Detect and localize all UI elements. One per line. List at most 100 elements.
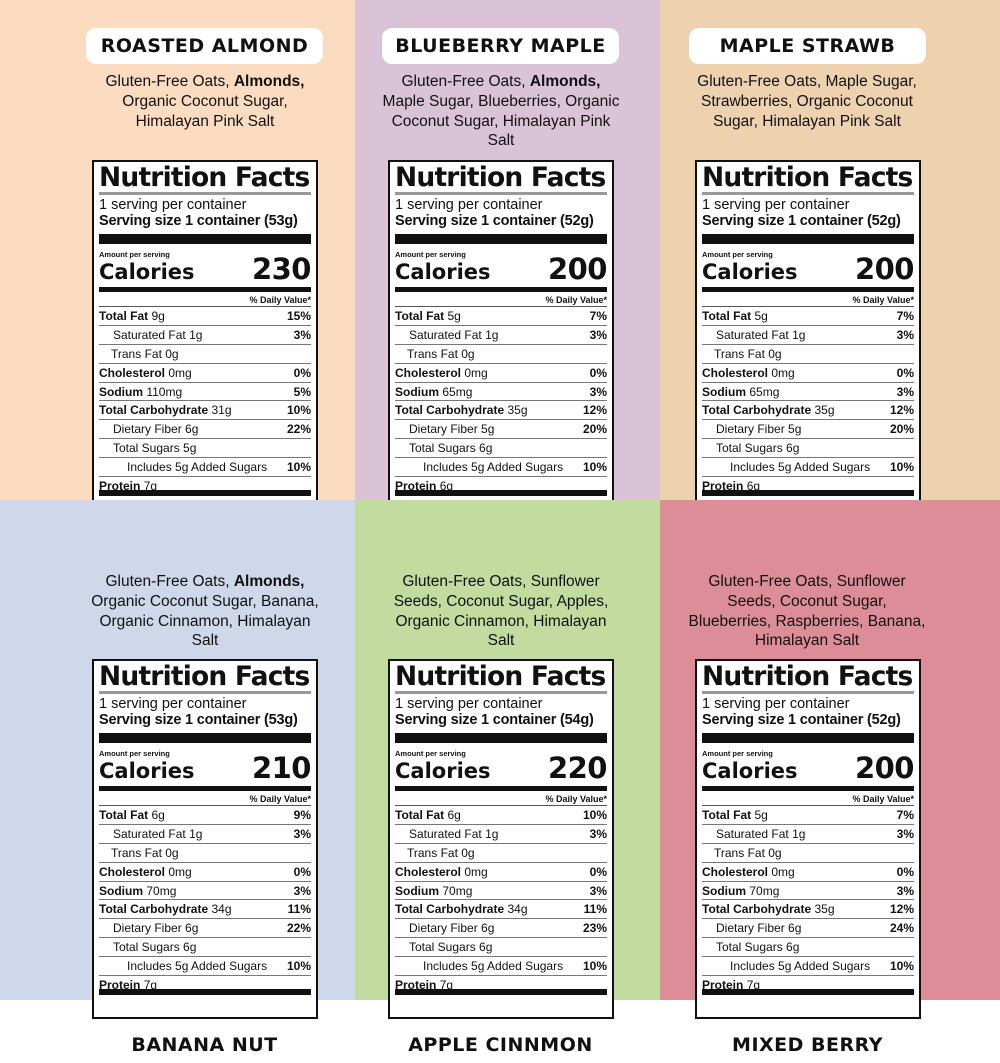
nutrient-name-amount: Dietary Fiber 5g [716, 420, 801, 438]
nutrient-amount: 1g [485, 327, 499, 342]
calories-label: Calories [395, 260, 491, 284]
nutrient-amount: 6g [481, 921, 495, 936]
nutrient-name: Total Sugars [113, 441, 180, 456]
nutrient-name: Trans Fat [714, 346, 765, 361]
nutrient-name-amount: Protein 7g [99, 477, 157, 493]
nutrient-amount: 6g [439, 479, 454, 494]
ingredient-text: Organic Coconut Sugar, Banana, Organic C… [91, 592, 319, 650]
nutrient-name-amount: Trans Fat 0g [714, 844, 782, 862]
nutrient-amount: 7g [439, 978, 454, 993]
nutrient-daily-value: 7% [896, 808, 914, 822]
nutrient-amount: 6g [151, 808, 165, 822]
nutrient-daily-value: 0% [293, 365, 311, 380]
nutrient-name-amount: Total Fat 9g [99, 307, 165, 325]
calories-row: Calories 200 [395, 255, 608, 284]
nutrient-row: Saturated Fat 1g 3% [395, 825, 607, 844]
nutrient-row: Trans Fat 0g [99, 844, 311, 863]
nutrient-name: Dietary Fiber [113, 921, 182, 936]
ingredients-list: Gluten-Free Oats, Sunflower Seeds, Cocon… [381, 572, 621, 651]
nutrient-name-amount: Total Fat 5g [395, 307, 461, 325]
nutrient-row: Cholesterol 0mg 0% [395, 863, 607, 882]
nutrient-daily-value: 3% [896, 883, 914, 898]
thick-divider [702, 234, 914, 244]
nutrient-amount: 34g [507, 902, 528, 917]
nutrient-amount: 0g [165, 845, 179, 860]
nutrient-daily-value: 10% [582, 959, 607, 974]
nutrient-name: Protein [702, 479, 744, 494]
nutrient-row: Total Carbohydrate 35g 12% [395, 401, 607, 421]
nutrient-amount: 35g [814, 403, 835, 418]
nutrient-daily-value: 15% [286, 309, 311, 323]
nutrient-daily-value: 22% [286, 422, 311, 437]
nutrient-amount: 1g [792, 327, 806, 342]
nutrient-row: Protein 7g [99, 976, 311, 995]
nutrient-row: Sodium 70mg 3% [702, 882, 914, 901]
nutrient-row: Dietary Fiber 6g 22% [99, 420, 311, 440]
ingredient-highlight: Almonds, [233, 573, 305, 590]
nutrient-row: Cholesterol 0mg 0% [99, 364, 311, 383]
calories-value: 200 [854, 751, 915, 785]
nutrient-amount: 6g [185, 422, 199, 437]
nutrient-daily-value: 10% [582, 460, 607, 475]
nutrient-amount: 65mg [442, 384, 473, 399]
nutrition-facts-label: Nutrition Facts 1 serving per container Se… [695, 659, 921, 1019]
amount-per-serving: Amount per serving [99, 749, 170, 758]
nutrient-name-amount: Protein 7g [99, 976, 157, 993]
nutrient-amount: 70mg [749, 883, 780, 898]
daily-value-header: % Daily Value* [702, 791, 914, 806]
nutrient-daily-value: 3% [589, 883, 607, 898]
nutrient-name-amount: Trans Fat 0g [111, 844, 179, 862]
nutrient-amount: 5g [481, 422, 495, 437]
nutrient-row: Cholesterol 0mg 0% [395, 364, 607, 383]
nutrient-name: Includes 5g Added Sugars [423, 460, 564, 475]
nutrient-daily-value: 11% [287, 902, 311, 917]
nutrient-daily-value: 0% [896, 864, 914, 879]
nutrient-name-amount: Saturated Fat 1g [716, 326, 805, 344]
nutrient-amount: 1g [485, 826, 499, 841]
label-title: Nutrition Facts [702, 162, 914, 195]
nutrient-daily-value: 12% [889, 902, 914, 917]
thick-divider [702, 733, 914, 743]
nutrient-row: Total Fat 9g 15% [99, 307, 311, 326]
nutrient-name: Total Fat [99, 808, 149, 822]
daily-value-header: % Daily Value* [99, 791, 311, 806]
nutrient-name: Sodium [702, 384, 746, 399]
nutrient-name: Trans Fat [111, 845, 162, 860]
nutrient-amount: 0mg [168, 864, 192, 879]
calories-row: Calories 200 [702, 754, 915, 783]
product-name: BLUEBERRY MAPLE [382, 28, 619, 64]
nutrient-daily-value: 10% [889, 460, 914, 475]
nutrient-name: Protein [99, 978, 141, 993]
calories-row: Calories 230 [99, 255, 312, 284]
nutrient-name-amount: Sodium 70mg [702, 882, 779, 900]
thick-divider [395, 733, 607, 743]
nutrient-name-amount: Total Sugars 6g [113, 938, 196, 956]
nutrient-row: Total Fat 5g 7% [702, 307, 914, 326]
nutrient-name-amount: Saturated Fat 1g [716, 825, 805, 843]
nutrient-amount: 6g [185, 921, 199, 936]
medium-divider [99, 287, 311, 292]
nutrition-facts-label: Nutrition Facts 1 serving per container Se… [388, 659, 614, 1019]
nutrient-daily-value: 20% [889, 422, 914, 437]
nutrient-name-amount: Total Sugars 5g [113, 439, 196, 457]
nutrient-daily-value: 0% [589, 365, 607, 380]
calories-row: Calories 210 [99, 754, 312, 783]
nutrient-name-amount: Protein 7g [702, 976, 760, 992]
calories-row: Calories 200 [702, 255, 915, 284]
nutrient-row: Sodium 110mg 5% [99, 383, 311, 402]
nutrient-daily-value: 0% [293, 864, 311, 879]
nutrient-row: Includes 5g Added Sugars 10% [99, 458, 311, 478]
servings-per-container: 1 serving per container [99, 197, 247, 213]
nutrient-name-amount: Protein 6g [395, 477, 454, 494]
nutrient-name-amount: Total Carbohydrate 35g [702, 900, 835, 918]
nutrient-name: Total Sugars [409, 940, 476, 955]
nutrient-row: Protein 7g [99, 477, 311, 496]
nutrient-row: Dietary Fiber 5g 20% [395, 420, 607, 440]
nutrient-name-amount: Total Carbohydrate 35g [395, 401, 528, 419]
nutrient-row: Total Fat 5g 7% [702, 806, 914, 825]
nutrient-name: Total Carbohydrate [702, 902, 812, 917]
nutrient-amount: 5g [754, 808, 768, 822]
nutrient-daily-value: 3% [589, 384, 607, 399]
serving-size: Serving size 1 container (53g) [99, 213, 298, 229]
nutrient-name: Sodium [99, 384, 143, 399]
